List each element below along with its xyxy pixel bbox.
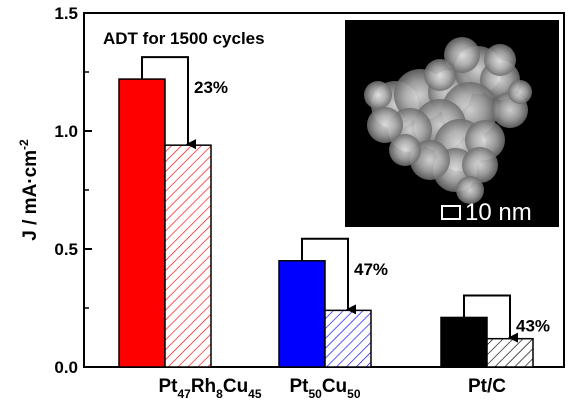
y-axis: 0.0 0.5 1.0 1.5 xyxy=(54,4,92,377)
bar-after-adt xyxy=(486,337,534,368)
nanoparticle xyxy=(367,107,403,143)
x-category-label: Pt47Rh8Cu45 xyxy=(158,376,261,401)
bar-initial xyxy=(118,78,166,368)
decrease-percent-label: 23% xyxy=(194,78,228,97)
y-tick-label: 1.5 xyxy=(54,4,78,23)
nanoparticle xyxy=(364,81,392,109)
x-category-label: Pt50Cu50 xyxy=(289,376,360,401)
decrease-percent-label: 47% xyxy=(354,260,388,279)
nanoparticle xyxy=(484,44,516,76)
bar-after-adt xyxy=(324,309,372,368)
decrease-percent-label: 43% xyxy=(516,316,550,335)
nanoparticle xyxy=(456,176,484,204)
nanoparticle xyxy=(424,59,456,91)
nanoparticle xyxy=(444,37,480,73)
annotation-text: ADT for 1500 cycles xyxy=(103,29,265,48)
scale-bar xyxy=(441,205,461,220)
nanoparticle xyxy=(462,147,498,183)
bar-initial xyxy=(278,260,326,368)
tem-inset-image: 10 nm xyxy=(345,20,559,227)
nanoparticle-cluster xyxy=(364,37,532,204)
decrease-arrows: 23% 47% 43% xyxy=(141,56,550,343)
decrease-arrow xyxy=(463,294,518,343)
y-tick-label: 0.5 xyxy=(54,240,78,259)
x-category-label: Pt/C xyxy=(468,376,506,397)
bars xyxy=(118,78,534,368)
decrease-arrow xyxy=(301,237,356,315)
bar-initial xyxy=(440,316,488,368)
y-tick-label: 0.0 xyxy=(54,358,78,377)
scale-bar-label: 10 nm xyxy=(465,199,532,226)
decrease-arrow xyxy=(141,56,196,150)
x-axis-labels: Pt47Rh8Cu45 Pt50Cu50 Pt/C xyxy=(158,376,506,401)
y-tick-label: 1.0 xyxy=(54,122,78,141)
nanoparticle xyxy=(508,80,532,104)
nanoparticle xyxy=(389,134,421,166)
y-axis-title: J / mA·cm-2 xyxy=(17,139,41,241)
bar-after-adt xyxy=(164,144,212,368)
